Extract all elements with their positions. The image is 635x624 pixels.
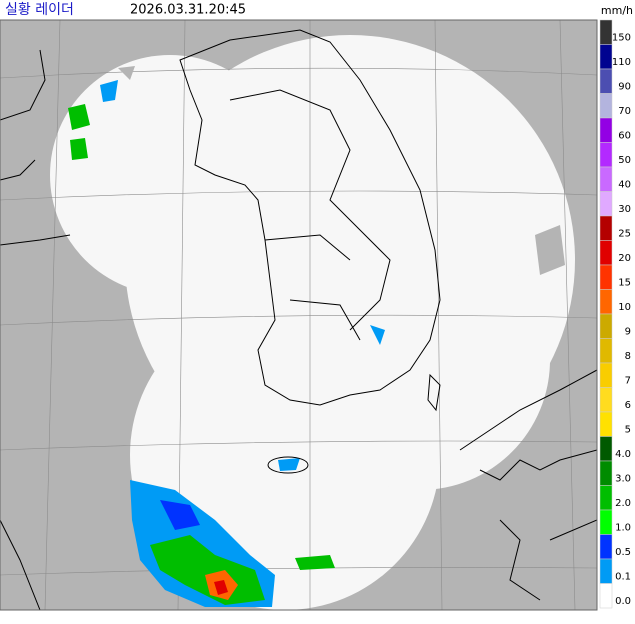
legend-label: 150 [612, 32, 631, 43]
legend-label: 90 [618, 81, 631, 92]
legend-swatch [599, 44, 613, 70]
legend-swatch [599, 19, 613, 45]
legend-label: 0.1 [615, 571, 631, 582]
precipitation [68, 66, 565, 607]
legend-label: 8 [625, 351, 631, 362]
legend-label: 6 [625, 400, 631, 411]
legend-label: 50 [618, 155, 631, 166]
legend-swatch [599, 93, 613, 119]
legend-swatch [599, 338, 613, 364]
legend-label: 70 [618, 106, 631, 117]
legend-label: 40 [618, 179, 631, 190]
legend-swatch [599, 166, 613, 192]
legend-label: 9 [625, 326, 631, 337]
legend-swatch [599, 436, 613, 462]
legend-swatch [599, 313, 613, 339]
legend-swatch [599, 534, 613, 560]
lat-lon-grid [0, 20, 597, 610]
legend-label: 3.0 [615, 473, 631, 484]
legend-swatch [599, 142, 613, 168]
title: 실황 레이더 [5, 2, 74, 18]
legend: 150 110 90 70 60 50 40 30 25 20 15 10 9 8 7 6 5 4.0 3.0 2.0… [599, 19, 631, 609]
legend-label: 60 [618, 130, 631, 141]
legend-label: 2.0 [615, 498, 631, 509]
legend-swatch [599, 264, 613, 290]
legend-label: 10 [618, 302, 631, 313]
legend-label: 1.0 [615, 522, 631, 533]
legend-label: 0.5 [615, 547, 631, 558]
legend-label: 4.0 [615, 449, 631, 460]
legend-label: 25 [618, 228, 631, 239]
map [0, 19, 598, 611]
legend-swatch [599, 387, 613, 413]
legend-swatch [599, 558, 613, 584]
legend-swatch [599, 509, 613, 535]
legend-label: 30 [618, 204, 631, 215]
legend-swatch [599, 411, 613, 437]
legend-swatch [599, 191, 613, 217]
map-border [0, 19, 598, 611]
legend-label: 20 [618, 253, 631, 264]
legend-swatch [599, 583, 613, 609]
timestamp: 2026.03.31.20:45 [130, 3, 246, 18]
legend-swatch [599, 68, 613, 94]
legend-swatch [599, 240, 613, 266]
legend-swatch [599, 289, 613, 315]
legend-label: 110 [612, 57, 631, 68]
legend-swatch [599, 362, 613, 388]
legend-label: 5 [625, 424, 631, 435]
unit: mm/h [601, 4, 633, 17]
legend-label: 15 [618, 277, 631, 288]
legend-swatch [599, 485, 613, 511]
coastlines [0, 29, 597, 610]
legend-swatch [599, 460, 613, 486]
legend-label: 7 [625, 375, 631, 386]
legend-label: 0.0 [615, 596, 631, 607]
legend-swatch [599, 117, 613, 143]
legend-swatch [599, 215, 613, 241]
